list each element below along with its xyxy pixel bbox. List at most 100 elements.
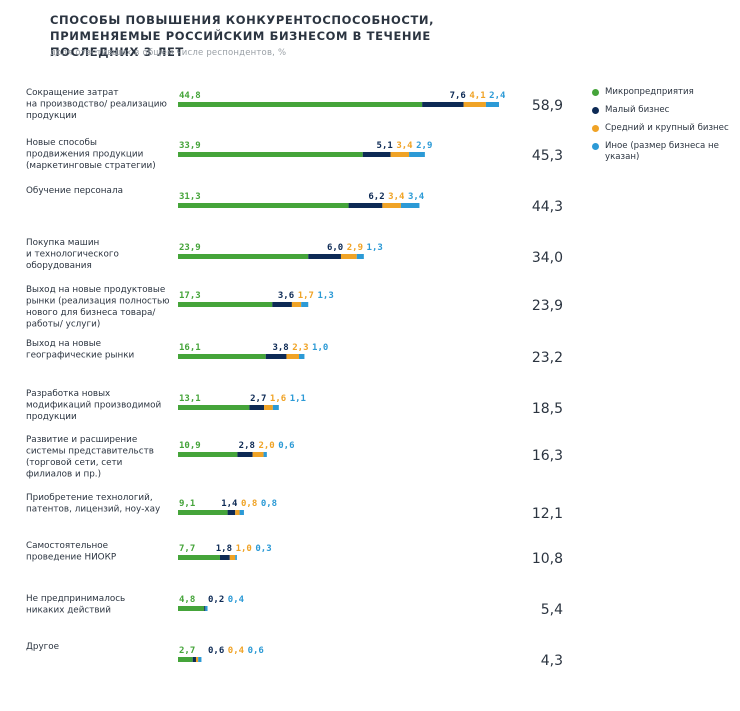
data-label: 1,0 <box>236 544 252 554</box>
category-label: Выход на новые продуктовые рынки (реализа… <box>26 285 170 330</box>
data-label: 1,0 <box>312 343 328 353</box>
total-label: 58,9 <box>532 98 563 114</box>
data-label: 3,4 <box>408 192 425 202</box>
data-label: 1,4 <box>221 499 238 509</box>
bar-segment <box>272 405 279 410</box>
bar-segment <box>400 203 420 208</box>
data-label: 0,4 <box>228 646 245 656</box>
category-label: Другое <box>26 642 59 652</box>
legend-item-small: Малый бизнес <box>592 105 740 116</box>
data-label: 0,6 <box>248 646 264 656</box>
bar-segment <box>265 354 287 359</box>
data-label: 0,8 <box>261 499 277 509</box>
data-label: 3,6 <box>278 291 294 301</box>
data-label: 7,7 <box>179 544 195 554</box>
data-label: 2,9 <box>347 243 363 253</box>
category-label: Новые способы продвижения продукции (марке… <box>26 138 156 171</box>
bar-segment <box>229 555 236 560</box>
data-label: 0,8 <box>241 499 257 509</box>
bar-segment <box>263 452 267 457</box>
data-label: 17,3 <box>179 291 201 301</box>
bar-segment <box>348 203 383 208</box>
bar-segment <box>178 405 250 410</box>
bar-segment <box>298 354 305 359</box>
total-label: 45,3 <box>532 148 563 164</box>
bar-segment <box>178 606 205 611</box>
data-label: 4,8 <box>179 595 195 605</box>
data-label: 2,7 <box>250 394 266 404</box>
bar-segment <box>235 510 240 515</box>
total-label: 12,1 <box>532 506 563 522</box>
total-label: 10,8 <box>532 551 563 567</box>
bar-segment <box>178 510 228 515</box>
total-label: 16,3 <box>532 448 563 464</box>
legend-item-micro: Микропредприятия <box>592 87 740 98</box>
total-label: 4,3 <box>541 653 563 669</box>
bar-segment <box>286 354 299 359</box>
bar-segment <box>340 254 357 259</box>
data-label: 2,8 <box>239 441 255 451</box>
legend-label-small: Малый бизнес <box>605 105 670 115</box>
bar-segment <box>235 555 237 560</box>
category-label: Обучение персонала <box>26 186 123 196</box>
bar-segment <box>252 452 264 457</box>
total-label: 34,0 <box>532 250 563 266</box>
bar-segment <box>382 203 401 208</box>
bar-segment <box>178 254 309 259</box>
data-label: 3,4 <box>388 192 405 202</box>
data-label: 1,1 <box>290 394 306 404</box>
data-label: 2,7 <box>179 646 195 656</box>
bar-segment <box>485 102 500 107</box>
total-label: 18,5 <box>532 401 563 417</box>
bar-segment <box>356 254 364 259</box>
chart-title: СПОСОБЫ ПОВЫШЕНИЯ КОНКУРЕНТОСПОСОБНОСТИ,… <box>50 13 435 59</box>
bar-segment <box>422 102 464 107</box>
data-label: 31,3 <box>179 192 201 202</box>
bar-segment <box>178 102 423 107</box>
bar-segment <box>362 152 391 157</box>
legend-item-other: Иное (размер бизнеса не указан) <box>592 141 740 163</box>
data-label: 33,9 <box>179 141 201 151</box>
bar-segment <box>239 510 244 515</box>
bar-segment <box>219 555 230 560</box>
data-label: 1,3 <box>318 291 334 301</box>
data-label: 9,1 <box>179 499 195 509</box>
bar-segment <box>237 452 253 457</box>
category-label: Сокращение затрат на производство/ реализ… <box>26 88 167 121</box>
category-label: Самостоятельное проведение НИОКР <box>26 541 116 563</box>
data-label: 2,0 <box>258 441 274 451</box>
bar-segment <box>249 405 265 410</box>
legend-swatch-micro <box>592 89 599 96</box>
category-label: Покупка машин и технологического оборудова… <box>26 238 119 271</box>
data-label: 3,4 <box>396 141 413 151</box>
legend-swatch-medium-large <box>592 125 599 132</box>
data-label: 23,9 <box>179 243 201 253</box>
bar-segment <box>178 555 220 560</box>
bar-segment <box>409 152 425 157</box>
bar-segment <box>178 354 266 359</box>
bar-segment <box>463 102 486 107</box>
legend-item-medium-large: Средний и крупный бизнес <box>592 123 740 134</box>
data-label: 0,4 <box>228 595 245 605</box>
data-label: 13,1 <box>179 394 201 404</box>
bar-segment <box>178 302 273 307</box>
bar-segment <box>198 657 202 662</box>
bar-segment <box>272 302 292 307</box>
data-label: 5,1 <box>377 141 393 151</box>
data-label: 1,6 <box>270 394 286 404</box>
category-label: Приобретение технологий, патентов, лиценз… <box>26 493 160 515</box>
data-label: 6,0 <box>327 243 343 253</box>
bar-segment <box>178 203 349 208</box>
data-label: 1,7 <box>298 291 314 301</box>
chart-subtitle: доля ответивших в общем числе респондент… <box>50 48 287 58</box>
data-label: 3,8 <box>272 343 288 353</box>
total-label: 44,3 <box>532 199 563 215</box>
data-label: 4,1 <box>469 91 485 101</box>
data-label: 2,4 <box>489 91 506 101</box>
legend-label-other: Иное (размер бизнеса не указан) <box>605 141 719 162</box>
total-label: 23,9 <box>532 298 563 314</box>
chart-legend: Микропредприятия Малый бизнес Средний и … <box>592 87 740 170</box>
data-label: 10,9 <box>179 441 201 451</box>
legend-label-micro: Микропредприятия <box>605 87 694 97</box>
